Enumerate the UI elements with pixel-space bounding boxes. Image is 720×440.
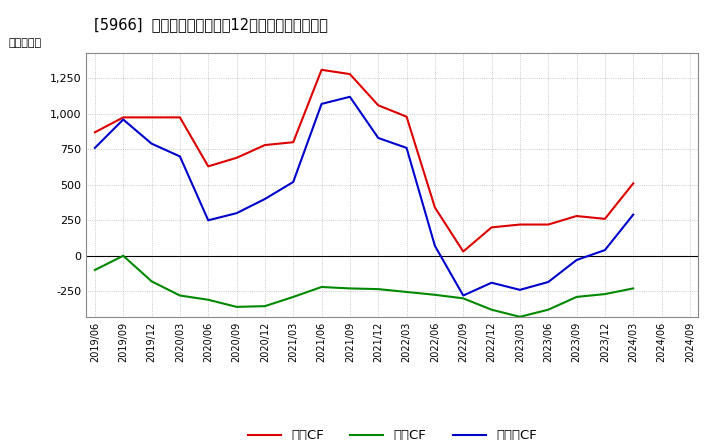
フリーCF [289,180,297,185]
営業CF [487,225,496,230]
投資CF [374,286,382,292]
フリーCF [572,257,581,263]
投資CF [629,286,637,291]
フリーCF [600,247,609,253]
投資CF [289,294,297,300]
投資CF [176,293,184,298]
営業CF [600,216,609,221]
フリーCF [233,211,241,216]
投資CF [544,307,552,312]
営業CF [431,205,439,210]
営業CF [374,103,382,108]
Legend: 営業CF, 投資CF, フリーCF: 営業CF, 投資CF, フリーCF [243,424,542,440]
フリーCF [544,279,552,285]
営業CF [91,130,99,135]
営業CF [459,249,467,254]
Line: フリーCF: フリーCF [95,97,633,296]
営業CF [544,222,552,227]
フリーCF [204,218,212,223]
Line: 投資CF: 投資CF [95,256,633,317]
投資CF [233,304,241,309]
営業CF [516,222,524,227]
営業CF [572,213,581,219]
投資CF [459,296,467,301]
投資CF [204,297,212,302]
営業CF [204,164,212,169]
フリーCF [148,141,156,146]
投資CF [431,292,439,297]
営業CF [119,115,127,120]
フリーCF [346,94,354,99]
営業CF [346,71,354,77]
投資CF [119,253,127,258]
フリーCF [91,145,99,150]
Y-axis label: （百万円）: （百万円） [9,37,42,48]
投資CF [261,304,269,309]
フリーCF [402,145,411,150]
フリーCF [119,117,127,122]
投資CF [91,268,99,273]
Text: [5966]  キャッシュフローの12か月移動合計の推移: [5966] キャッシュフローの12か月移動合計の推移 [94,18,328,33]
投資CF [402,290,411,295]
フリーCF [261,196,269,202]
投資CF [148,279,156,284]
営業CF [318,67,326,73]
営業CF [629,181,637,186]
フリーCF [629,212,637,217]
フリーCF [176,154,184,159]
投資CF [487,307,496,312]
投資CF [600,291,609,297]
投資CF [516,314,524,319]
フリーCF [374,136,382,141]
フリーCF [431,243,439,249]
営業CF [289,139,297,145]
営業CF [176,115,184,120]
投資CF [318,284,326,290]
フリーCF [459,293,467,298]
フリーCF [318,101,326,106]
フリーCF [516,287,524,293]
Line: 営業CF: 営業CF [95,70,633,252]
営業CF [148,115,156,120]
投資CF [572,294,581,300]
投資CF [346,286,354,291]
フリーCF [487,280,496,286]
営業CF [261,143,269,148]
営業CF [233,155,241,161]
営業CF [402,114,411,119]
